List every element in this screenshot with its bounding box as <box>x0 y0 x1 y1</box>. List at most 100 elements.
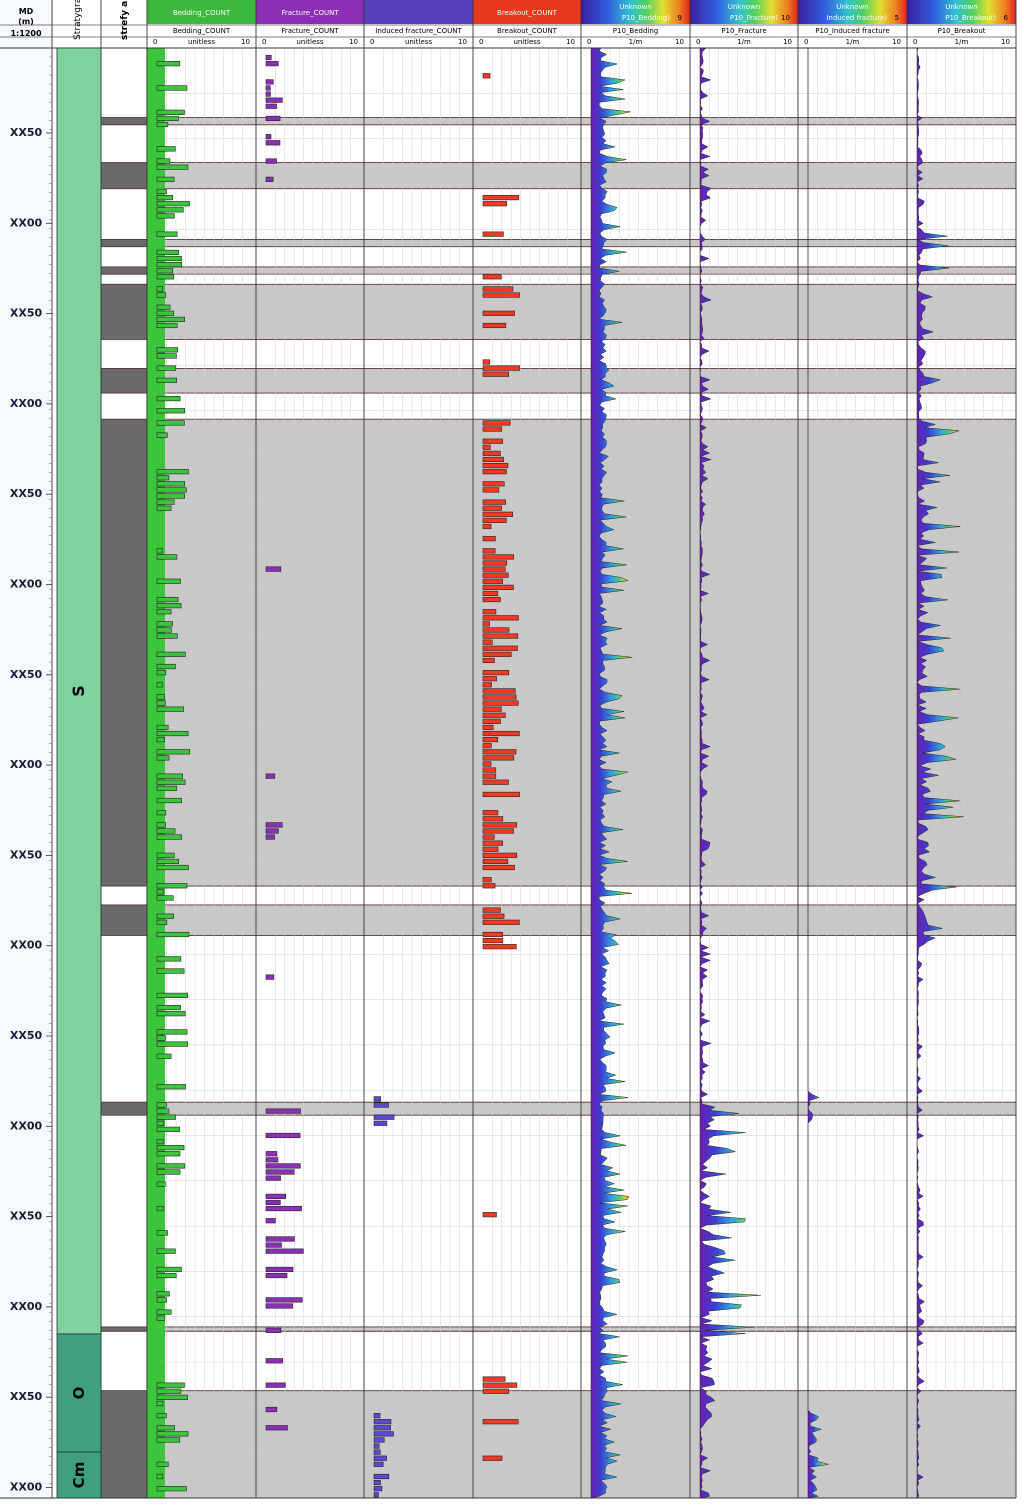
count-bar <box>482 572 509 578</box>
count-bar <box>265 974 275 980</box>
zone-shade <box>147 239 1016 247</box>
count-bar <box>482 931 503 938</box>
track-max: 10 <box>1001 38 1010 46</box>
track-min: 0 <box>370 38 374 46</box>
count-bar <box>156 432 168 438</box>
p10-scale-max: 5 <box>895 14 899 22</box>
count-bar <box>156 262 183 268</box>
count-bar <box>482 676 497 682</box>
count-bar <box>156 1138 164 1145</box>
depth-label: XX00 <box>10 939 43 952</box>
count-bar <box>156 1272 177 1279</box>
count-bar <box>156 469 189 475</box>
count-bar <box>265 91 271 97</box>
count-bar <box>156 621 173 627</box>
count-bar <box>156 481 186 487</box>
count-bar <box>482 1212 497 1218</box>
count-bar <box>373 1431 394 1437</box>
count-bar <box>265 1406 278 1413</box>
track-unit: unitless <box>188 38 215 46</box>
count-bar <box>373 1492 379 1498</box>
p10-area <box>699 47 761 1499</box>
count-bar <box>156 61 181 67</box>
count-bar <box>156 749 191 755</box>
zone-block <box>101 266 147 275</box>
zone-shade <box>147 284 1016 340</box>
count-bar <box>482 359 491 365</box>
count-bar <box>482 682 492 688</box>
count-bar <box>265 1358 283 1364</box>
track-max: 10 <box>783 38 792 46</box>
count-bar <box>156 505 172 511</box>
count-bar <box>156 1473 164 1480</box>
count-bar <box>482 517 507 523</box>
count-bar <box>156 1102 167 1108</box>
depth-label: XX50 <box>10 1390 43 1403</box>
count-bar <box>156 1291 170 1297</box>
track-subtitle: Breakout_COUNT <box>497 27 558 35</box>
count-bar <box>482 877 492 883</box>
count-bar <box>265 1248 304 1254</box>
count-bar <box>156 207 184 213</box>
count-bar <box>482 627 510 633</box>
count-bar <box>156 1400 164 1407</box>
count-bar <box>373 1461 384 1467</box>
count-bar <box>482 694 517 700</box>
count-bar <box>482 292 520 298</box>
strat-unit <box>56 1333 102 1453</box>
count-bar <box>482 730 520 737</box>
count-bar <box>373 1455 387 1461</box>
p10-track-6 <box>807 48 829 1499</box>
track-max: 10 <box>349 38 358 46</box>
count-bar <box>156 1029 188 1035</box>
p10-track-4 <box>590 47 633 1499</box>
count-bar <box>482 201 508 207</box>
count-bar <box>156 779 186 785</box>
count-bar <box>482 761 492 767</box>
track-unit: unitless <box>405 38 432 46</box>
count-bar <box>156 487 187 493</box>
count-bar <box>156 889 164 895</box>
count-bar <box>482 913 505 919</box>
count-bar <box>482 548 496 554</box>
count-bar <box>482 73 491 79</box>
zone-shade <box>147 266 1016 275</box>
count-bar <box>482 481 505 487</box>
strat-unit-label: O <box>70 1387 88 1400</box>
count-bar <box>156 1431 189 1437</box>
count-bar <box>482 651 512 657</box>
count-bar <box>156 682 163 688</box>
count-bar <box>156 164 189 170</box>
count-bar <box>482 767 497 773</box>
count-bar <box>156 365 177 371</box>
count-bar <box>156 895 174 901</box>
count-bar <box>156 663 176 670</box>
count-bar <box>156 408 186 414</box>
count-bar <box>482 438 503 444</box>
count-bar <box>156 883 188 889</box>
count-bar <box>482 615 519 621</box>
count-bar <box>265 54 272 61</box>
count-bar <box>482 566 506 572</box>
count-bar <box>373 1480 381 1486</box>
p10-scale-max: 9 <box>678 14 682 22</box>
count-bar <box>265 103 277 109</box>
zone-block <box>101 419 147 887</box>
count-bar <box>156 852 175 858</box>
count-bar <box>482 511 514 517</box>
depth-header-unit: (m) <box>18 17 34 26</box>
strat-unit-label: S <box>69 685 88 697</box>
strat-header: Stratygraf <box>73 0 83 40</box>
count-bar <box>156 700 166 706</box>
count-bar <box>482 706 502 712</box>
count-bar <box>156 201 190 207</box>
count-bar <box>156 931 190 938</box>
zone-block <box>101 368 147 394</box>
count-bar <box>265 1382 286 1388</box>
count-bar <box>156 1108 170 1114</box>
count-bar <box>482 1455 503 1461</box>
count-bar <box>156 1230 168 1236</box>
p10-scale-max: 6 <box>1004 14 1009 22</box>
count-bar <box>265 1327 282 1333</box>
count-bar <box>156 737 165 743</box>
